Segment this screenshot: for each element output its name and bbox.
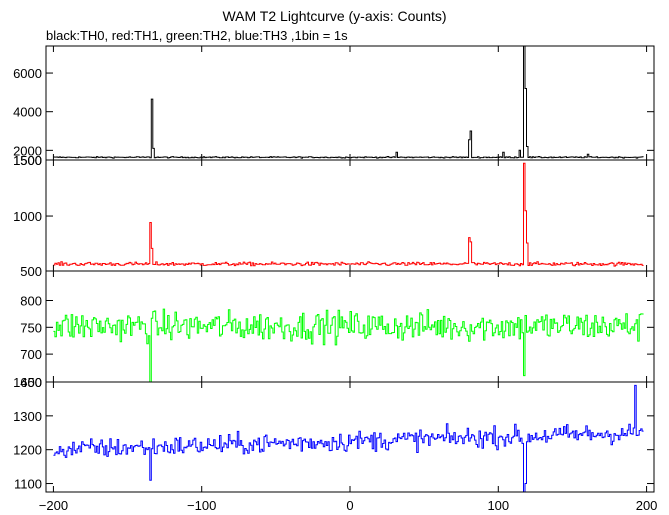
chart-subtitle: black:TH0, red:TH1, green:TH2, blue:TH3 … bbox=[46, 28, 348, 43]
x-tick-label: −200 bbox=[39, 498, 68, 513]
panel-th2-bottom-label: 650 bbox=[20, 375, 42, 390]
chart-title: WAM T2 Lightcurve (y-axis: Counts) bbox=[222, 8, 447, 24]
panel-th3-top-label: 1400 bbox=[13, 375, 42, 390]
x-tick-label: −100 bbox=[187, 498, 216, 513]
panel-th3-ytick-label: 1300 bbox=[13, 409, 42, 424]
x-tick-label: 100 bbox=[487, 498, 509, 513]
panel-th0-frame bbox=[45, 45, 655, 161]
panel-th1-frame bbox=[45, 159, 655, 272]
panel-th0-ytick-label: 2000 bbox=[13, 143, 42, 158]
panel-th2-ytick-label: 700 bbox=[20, 347, 42, 362]
panel-th3-ytick-label: 1100 bbox=[14, 477, 42, 492]
series-th0-line bbox=[53, 45, 644, 159]
series-th2-line bbox=[53, 308, 644, 383]
x-tick-label: 200 bbox=[636, 498, 658, 513]
panel-th1-top-label: 1500 bbox=[13, 153, 42, 168]
panel-th3-ytick-label: 1200 bbox=[13, 443, 42, 458]
panel-th0-ytick-label: 4000 bbox=[13, 105, 42, 120]
panel-th2-ytick-label: 800 bbox=[20, 293, 42, 308]
panel-th1-ytick-label: 1000 bbox=[13, 209, 42, 224]
panel-th1-bottom-label: 500 bbox=[20, 264, 42, 279]
panel-th2-ytick-label: 750 bbox=[20, 320, 42, 335]
panel-th0-bottom-label: 1500 bbox=[13, 153, 42, 168]
series-th3-line bbox=[53, 384, 644, 493]
x-tick-label: 0 bbox=[346, 498, 353, 513]
panel-th0-ytick-label: 6000 bbox=[13, 66, 42, 81]
series-th1-line bbox=[53, 162, 644, 267]
